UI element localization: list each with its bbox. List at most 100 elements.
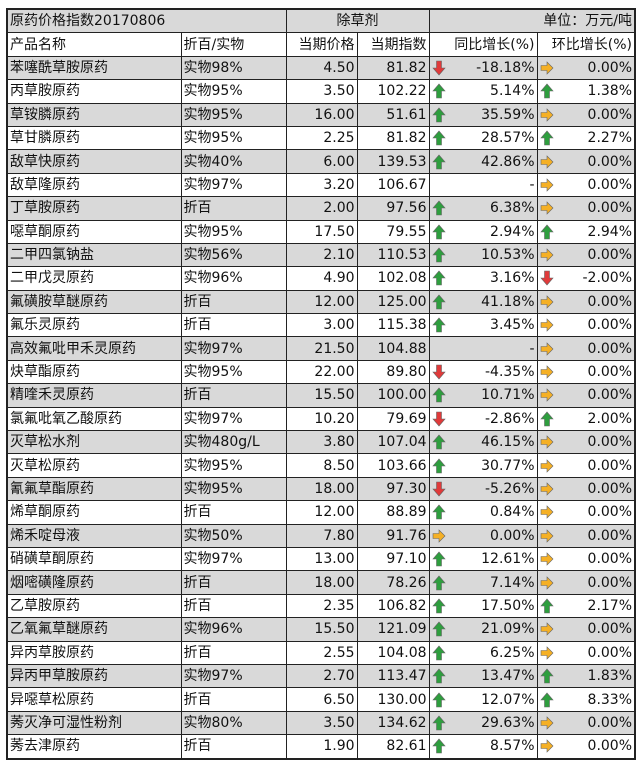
current-index: 81.82 [356, 55, 430, 81]
mom-value: 1.38% [587, 83, 633, 100]
yoy-growth: 29.63% [428, 710, 538, 736]
mom-growth: 0.00% [536, 55, 636, 81]
arrow-flat-icon [540, 61, 553, 75]
basis: 折百 [180, 593, 287, 619]
table-row: 硝磺草酮原药 实物97% 13.00 97.10 12.61% 0.00% [6, 546, 636, 572]
table-row: 异噁草松原药 折百 6.50 130.00 12.07% 8.33% [6, 687, 636, 712]
arrow-flat-icon [540, 341, 553, 356]
basis: 折百 [180, 734, 287, 759]
yoy-growth: 6.25% [428, 640, 538, 665]
arrow-up-icon [431, 317, 446, 333]
product-name: 炔草酯原药 [6, 359, 182, 385]
mom-growth: 0.00% [536, 336, 636, 361]
yoy-growth: 0.00% [428, 523, 538, 548]
table-row: 丙草胺原药 实物95% 3.50 102.22 5.14% 1.38% [6, 79, 636, 104]
yoy-value: - [529, 340, 535, 357]
yoy-value: 6.25% [490, 644, 535, 661]
basis: 实物96% [180, 617, 287, 642]
mom-growth: 8.33% [536, 687, 636, 712]
table-row: 炔草酯原药 实物95% 22.00 89.80 -4.35% 0.00% [6, 359, 636, 385]
current-price: 3.20 [285, 172, 358, 198]
arrow-up-icon [431, 434, 446, 450]
arrow-up-icon [431, 621, 446, 637]
yoy-value: 46.15% [481, 434, 535, 451]
current-index: 78.26 [356, 570, 430, 595]
current-index: 79.69 [356, 406, 430, 432]
current-price: 21.50 [285, 336, 358, 361]
yoy-growth: 28.57% [428, 125, 538, 151]
mom-growth: 0.00% [536, 617, 636, 642]
current-price: 6.00 [285, 149, 358, 174]
yoy-growth: 41.18% [428, 289, 538, 315]
product-name: 草铵膦原药 [6, 102, 182, 127]
current-price: 8.50 [285, 453, 358, 478]
mom-growth: 0.00% [536, 710, 636, 736]
current-index: 107.04 [356, 430, 430, 455]
yoy-value: -2.86% [484, 410, 535, 427]
yoy-growth: 6.38% [428, 196, 538, 221]
table-row: 二甲四氯钠盐 实物56% 2.10 110.53 10.53% 0.00% [6, 242, 636, 268]
yoy-value: 3.45% [490, 317, 535, 334]
arrow-up-icon [539, 224, 554, 240]
yoy-value: 2.94% [490, 223, 535, 240]
mom-value: 0.00% [587, 738, 633, 755]
mom-value: 0.00% [587, 340, 633, 357]
arrow-up-icon [431, 200, 446, 216]
current-index: 79.55 [356, 219, 430, 244]
product-name: 异丙草胺原药 [6, 640, 182, 665]
arrow-up-icon [431, 715, 446, 731]
arrow-up-icon [431, 107, 446, 123]
arrow-up-icon [431, 668, 446, 684]
product-name: 莠去津原药 [6, 734, 182, 759]
table-row: 乙氧氟草醚原药 实物96% 15.50 121.09 21.09% 0.00% [6, 617, 636, 642]
arrow-up-icon [431, 645, 446, 661]
basis: 折百 [180, 196, 287, 221]
yoy-value: 29.63% [481, 714, 535, 731]
current-price: 13.00 [285, 546, 358, 572]
yoy-value: -18.18% [476, 59, 535, 76]
yoy-value: - [529, 176, 535, 193]
mom-growth: 0.00% [536, 289, 636, 315]
yoy-value: 12.07% [481, 691, 535, 708]
arrow-up-icon [431, 458, 446, 473]
current-price: 3.80 [285, 430, 358, 455]
product-name: 莠灭净可湿性粉剂 [6, 710, 182, 736]
header-price: 当期价格 [285, 32, 358, 57]
mom-growth: 0.00% [536, 102, 636, 127]
product-name: 二甲戊灵原药 [6, 266, 182, 291]
yoy-value: 3.16% [490, 270, 535, 287]
basis: 实物97% [180, 172, 287, 198]
mom-value: 0.00% [587, 176, 633, 193]
arrow-up-icon [431, 387, 446, 403]
table-row: 异丙草胺原药 折百 2.55 104.08 6.25% 0.00% [6, 640, 636, 665]
arrow-flat-icon [540, 295, 553, 309]
yoy-growth: 3.45% [428, 313, 538, 338]
price-index-table: 原药价格指数20170806 除草剂 单位：万元/吨 产品名称 折百/实物 当期… [6, 8, 637, 760]
arrow-up-icon [431, 738, 446, 754]
current-price: 22.00 [285, 359, 358, 385]
yoy-growth: 0.84% [428, 500, 538, 525]
current-index: 104.08 [356, 640, 430, 665]
current-price: 7.80 [285, 523, 358, 548]
basis: 折百 [180, 640, 287, 665]
mom-growth: 0.00% [536, 570, 636, 595]
mom-value: 0.00% [587, 434, 633, 451]
basis: 折百 [180, 383, 287, 408]
arrow-up-icon [431, 247, 446, 263]
product-name: 草甘膦原药 [6, 125, 182, 151]
yoy-growth: -4.35% [428, 359, 538, 385]
table-row: 灭草松水剂 实物480g/L 3.80 107.04 46.15% 0.00% [6, 430, 636, 455]
current-index: 139.53 [356, 149, 430, 174]
arrow-flat-icon [540, 108, 553, 122]
mom-value: 0.00% [587, 551, 633, 568]
mom-growth: 1.38% [536, 79, 636, 104]
table-row: 烟嘧磺隆原药 折百 18.00 78.26 7.14% 0.00% [6, 570, 636, 595]
product-name: 丁草胺原药 [6, 196, 182, 221]
arrow-flat-icon [540, 458, 553, 473]
arrow-up-icon [431, 154, 446, 169]
mom-value: 2.17% [587, 597, 633, 614]
basis: 实物97% [180, 406, 287, 432]
arrow-down-icon [431, 60, 446, 76]
mom-value: 2.94% [587, 223, 633, 240]
basis: 实物95% [180, 79, 287, 104]
